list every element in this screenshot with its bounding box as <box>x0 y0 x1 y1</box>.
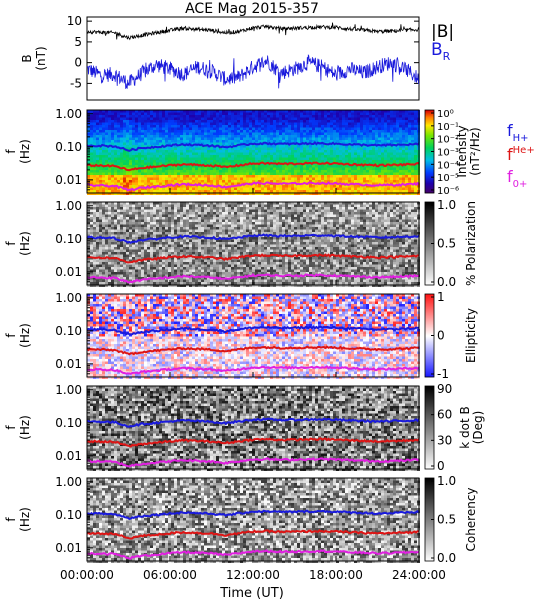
b-axis-label: B(nT) <box>20 46 48 70</box>
colorbar-label: Ellipticity <box>464 308 478 363</box>
spectrogram-panel-1: 1.000.100.01f(Hz)10⁰10⁻¹10⁻²10⁻³10⁻⁴10⁻⁵… <box>4 107 482 197</box>
legend-b-total: |B| <box>431 22 454 42</box>
freq-tick-label: 1.00 <box>55 107 82 121</box>
freq-axis-label-top: f <box>4 241 18 246</box>
legend-f-h-sub: H+ <box>513 133 529 144</box>
time-axis-label: Time (UT) <box>219 586 284 600</box>
colorbar: 90 60 30 0 k dot B(Deg) <box>425 382 485 473</box>
time-axis: 00:00:00 06:00:00 12:00:00 18:00:00 24:00:00 <box>60 568 446 582</box>
colorbar: 1.0 0.5 0.0 Coherency <box>425 474 478 565</box>
freq-tick-label: 0.10 <box>55 508 82 522</box>
freq-axis-label-top: f <box>4 517 18 522</box>
freq-axis-label: f(Hz) <box>4 415 32 440</box>
freq-axis-label-top: f <box>4 425 18 430</box>
time-tick-label: 24:00:00 <box>392 568 446 582</box>
legend-f-h: fH+ <box>507 121 529 144</box>
time-tick-label: 00:00:00 <box>60 568 114 582</box>
spectrogram-image <box>87 294 420 379</box>
freq-axis-label: f(Hz) <box>4 139 32 164</box>
freq-axis-label-bottom: (Hz) <box>18 415 32 440</box>
freq-axis-label-bottom: (Hz) <box>18 507 32 532</box>
colorbar-label-line1: Ellipticity <box>464 308 478 363</box>
time-tick-label: 06:00:00 <box>143 568 197 582</box>
colorbar-label-line1: Coherency <box>464 487 478 551</box>
colorbar-tick-label: 90 <box>437 382 452 396</box>
freq-tick-label: 1.00 <box>55 383 82 397</box>
b-axis-label-top: B <box>20 54 34 62</box>
legend-b-r: BR <box>431 40 451 63</box>
spectrogram-panel-2: 1.00 0.10 0.01 f(Hz) 1.0 0.5 0.0 % Polarization <box>4 198 478 289</box>
time-tick-label: 12:00:00 <box>226 568 280 582</box>
b-ytick-label: 5 <box>74 35 82 49</box>
freq-axis-label-bottom: (Hz) <box>18 323 32 348</box>
freq-tick-label: 0.01 <box>55 357 82 371</box>
legend-f-he: fHe+ <box>507 145 535 164</box>
colorbar-tick-label: 30 <box>437 433 452 447</box>
colorbar-tick-label: -1 <box>437 367 449 381</box>
colorbar: 10⁰10⁻¹10⁻²10⁻³10⁻⁴10⁻⁵10⁻⁶Intensity(nT²… <box>425 109 482 197</box>
freq-tick-label: 0.01 <box>55 449 82 463</box>
freq-tick-label: 0.01 <box>55 541 82 555</box>
freq-tick-label: 1.00 <box>55 199 82 213</box>
colorbar: 1.0 0.5 0.0 % Polarization <box>425 198 478 289</box>
spectrogram-panel-4: 1.00 0.10 0.01 f(Hz) 90 60 30 0 k dot B(Deg) <box>4 382 485 473</box>
freq-axis-label-bottom: (Hz) <box>18 231 32 256</box>
spectrogram-panel-3: 1.00 0.10 0.01 f(Hz) 1 0 -1 Ellipticity <box>4 290 478 381</box>
colorbar-label-line2: (Deg) <box>471 411 485 445</box>
colorbar: 1 0 -1 Ellipticity <box>425 290 478 381</box>
colorbar-tick-label: 10⁰ <box>437 109 454 120</box>
freq-axis-label: f(Hz) <box>4 323 32 348</box>
freq-tick-label: 1.00 <box>55 475 82 489</box>
colorbar-tick-label: 10⁻⁶ <box>437 186 459 197</box>
spectrogram-panel-5: 1.00 0.10 0.01 f(Hz) 1.0 0.5 0.0 Coherency <box>4 474 478 565</box>
colorbar-tick-label: 0.5 <box>437 513 456 527</box>
freq-tick-label: 0.01 <box>55 265 82 279</box>
colorbar-tick-label: 1.0 <box>437 198 456 212</box>
spectrogram-image <box>87 386 420 471</box>
freq-tick-label: 0.10 <box>55 232 82 246</box>
colorbar-tick-label: 60 <box>437 408 452 422</box>
colorbar-label-line1: k dot B <box>458 406 472 448</box>
freq-tick-label: 0.10 <box>55 416 82 430</box>
b-ytick-label: -5 <box>70 76 82 90</box>
freq-axis-label: f(Hz) <box>4 507 32 532</box>
colorbar-label: Coherency <box>464 487 478 551</box>
freq-tick-label: 1.00 <box>55 291 82 305</box>
legend-b-r-base: B <box>431 40 443 60</box>
colorbar-label-line1: % Polarization <box>464 201 478 286</box>
legend-f-o-sub: 0+ <box>513 179 528 190</box>
legend-f-o: f0+ <box>507 167 527 190</box>
colorbar-tick-label: 1.0 <box>437 474 456 488</box>
freq-tick-label: 0.01 <box>55 173 82 187</box>
plot-title: ACE Mag 2015-357 <box>185 1 319 17</box>
colorbar-label: k dot B(Deg) <box>458 406 485 448</box>
freq-axis-label-bottom: (Hz) <box>18 139 32 164</box>
colorbar-label: Intensity(nT²/Hz) <box>455 125 482 177</box>
colorbar-tick-label: 0.5 <box>437 237 456 251</box>
colorbar-tick-label: 0 <box>437 329 445 343</box>
freq-axis-label-top: f <box>4 333 18 338</box>
colorbar-tick-label: 0.0 <box>437 275 456 289</box>
colorbar-label: % Polarization <box>464 201 478 286</box>
freq-tick-label: 0.10 <box>55 324 82 338</box>
colorbar-label-line1: Intensity <box>455 125 469 177</box>
freq-tick-label: 0.10 <box>55 140 82 154</box>
colorbar-tick-label: 0.0 <box>437 551 456 565</box>
legend-b-r-sub: R <box>443 50 451 63</box>
b-axis-label-bottom: (nT) <box>34 46 48 70</box>
legend-f-he-sup: He+ <box>513 145 535 156</box>
colorbar-label-line2: (nT²/Hz) <box>468 127 482 175</box>
colorbar-tick-label: 0 <box>437 459 445 473</box>
freq-axis-label: f(Hz) <box>4 231 32 256</box>
b-ytick-label: 10 <box>67 14 82 28</box>
colorbar-tick-label: 1 <box>437 290 445 304</box>
freq-axis-label-top: f <box>4 149 18 154</box>
b-ytick-label: 0 <box>74 56 82 70</box>
time-tick-label: 18:00:00 <box>309 568 363 582</box>
panels: 1050-5B(nT)|B|BR1.000.100.01f(Hz)10⁰10⁻¹… <box>4 14 535 565</box>
